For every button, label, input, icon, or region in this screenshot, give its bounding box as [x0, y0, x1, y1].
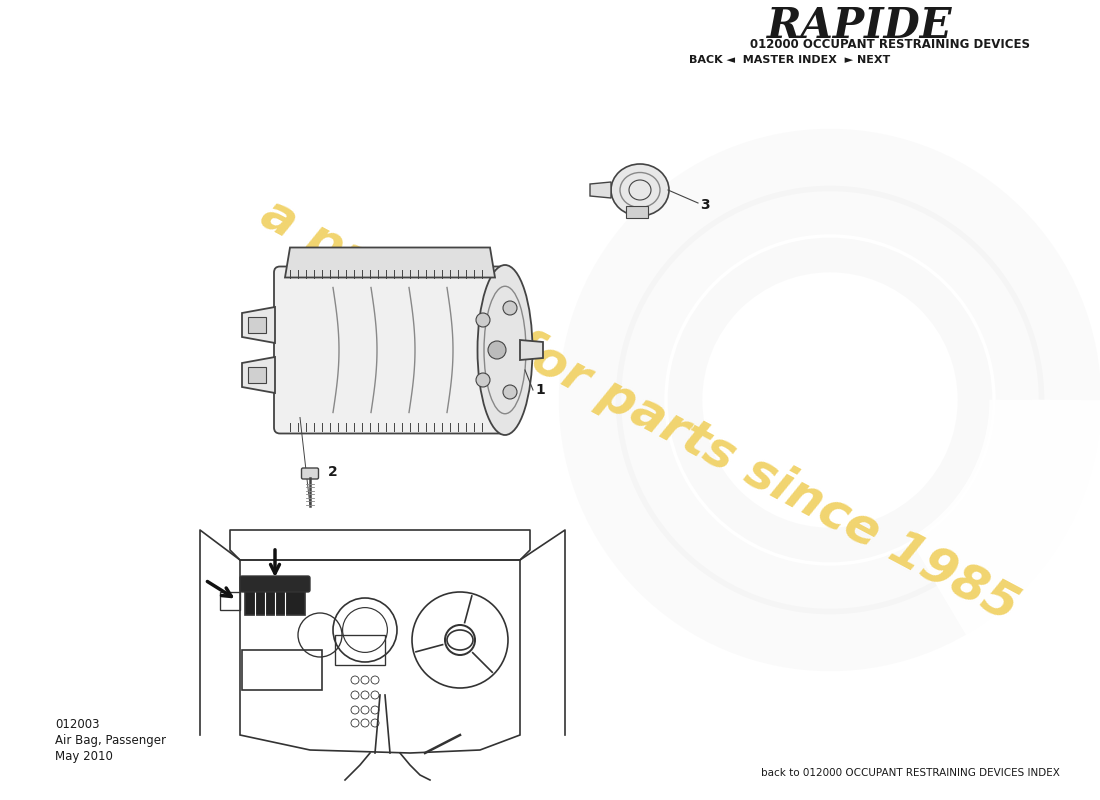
- Bar: [626, 206, 648, 218]
- Bar: [245, 585, 305, 615]
- Circle shape: [503, 385, 517, 399]
- Bar: [248, 367, 266, 383]
- Text: back to 012000 OCCUPANT RESTRAINING DEVICES INDEX: back to 012000 OCCUPANT RESTRAINING DEVI…: [761, 768, 1060, 778]
- Ellipse shape: [477, 265, 532, 435]
- Text: BACK ◄  MASTER INDEX  ► NEXT: BACK ◄ MASTER INDEX ► NEXT: [690, 55, 891, 65]
- Bar: [336, 635, 385, 665]
- Text: May 2010: May 2010: [55, 750, 113, 763]
- FancyBboxPatch shape: [301, 468, 319, 479]
- Text: RAPIDE: RAPIDE: [768, 5, 953, 47]
- Text: 3: 3: [700, 198, 710, 212]
- Polygon shape: [520, 340, 543, 360]
- Circle shape: [503, 301, 517, 315]
- Polygon shape: [242, 357, 275, 393]
- Circle shape: [476, 313, 490, 327]
- Text: 012003: 012003: [55, 718, 99, 731]
- Polygon shape: [590, 182, 610, 198]
- Circle shape: [476, 373, 490, 387]
- Text: a passion for parts since 1985: a passion for parts since 1985: [253, 190, 1026, 630]
- Polygon shape: [242, 307, 275, 343]
- Text: 012000 OCCUPANT RESTRAINING DEVICES: 012000 OCCUPANT RESTRAINING DEVICES: [750, 38, 1030, 51]
- Text: 1: 1: [535, 383, 544, 397]
- FancyBboxPatch shape: [240, 576, 310, 592]
- Bar: [248, 317, 266, 333]
- Ellipse shape: [610, 164, 669, 216]
- Text: 2: 2: [328, 466, 338, 479]
- Bar: [220, 592, 240, 610]
- Polygon shape: [285, 247, 495, 278]
- Circle shape: [488, 341, 506, 359]
- Text: Air Bag, Passenger: Air Bag, Passenger: [55, 734, 166, 747]
- FancyBboxPatch shape: [274, 266, 506, 434]
- Bar: [242, 650, 322, 690]
